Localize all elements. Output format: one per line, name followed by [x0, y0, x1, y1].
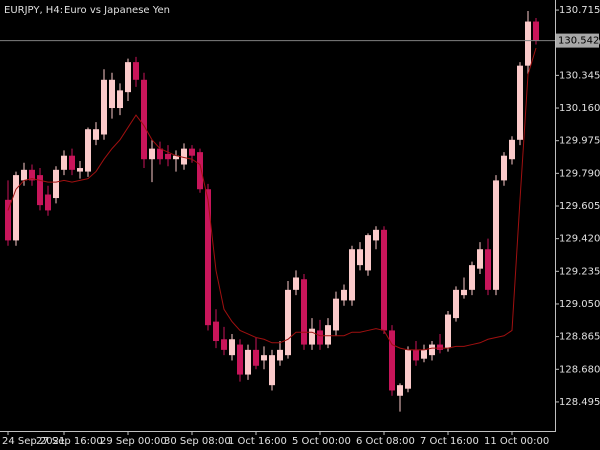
- candle-body: [181, 148, 187, 165]
- candle-body: [373, 229, 379, 241]
- candle-body: [141, 79, 147, 160]
- candle-body: [13, 175, 19, 241]
- candle-body: [365, 235, 371, 271]
- x-tick-label: 24 Sep 2021: [2, 436, 65, 447]
- candle-body: [293, 277, 299, 290]
- chart-title: Euro vs Japanese Yen: [64, 5, 170, 16]
- y-tick-label: 130.715: [559, 5, 600, 16]
- candle-body: [445, 314, 451, 349]
- candle-body: [413, 349, 419, 361]
- y-tick-label: 129.790: [559, 168, 600, 179]
- candle-body: [317, 330, 323, 345]
- candle-body: [421, 349, 427, 359]
- candle-body: [205, 189, 211, 326]
- candle-body: [69, 155, 75, 170]
- candle-body: [109, 79, 115, 109]
- y-tick-label: 129.975: [559, 136, 600, 147]
- candle-body: [133, 62, 139, 80]
- candle-body: [237, 344, 243, 375]
- symbol: EURJPY, H4:: [4, 5, 63, 16]
- candle-body: [429, 344, 435, 356]
- candle-body: [493, 180, 499, 290]
- y-tick-label: 128.495: [559, 397, 600, 408]
- candle-body: [125, 62, 131, 93]
- candle-body: [485, 249, 491, 290]
- x-tick-label: 1 Oct 16:00: [228, 436, 287, 447]
- y-tick-label: 130.345: [559, 70, 600, 81]
- candle-body: [85, 129, 91, 172]
- current-price-label: 130.542: [558, 36, 599, 47]
- y-tick-label: 129.050: [559, 299, 600, 310]
- candle-body: [213, 321, 219, 342]
- y-tick-label: 129.235: [559, 266, 600, 277]
- candle-body: [437, 344, 443, 350]
- x-tick-label: 11 Oct 00:00: [484, 436, 549, 447]
- candle-body: [197, 152, 203, 190]
- candle-body: [381, 229, 387, 331]
- candle-body: [301, 279, 307, 345]
- candle-body: [501, 155, 507, 181]
- x-tick-label: 29 Sep 00:00: [100, 436, 167, 447]
- y-tick-label: 129.420: [559, 234, 600, 245]
- candle-body: [93, 129, 99, 140]
- candle-body: [45, 194, 51, 211]
- candle-body: [325, 325, 331, 345]
- candle-body: [469, 265, 475, 290]
- candle-body: [165, 153, 171, 160]
- candle-body: [285, 289, 291, 356]
- candle-body: [277, 349, 283, 361]
- candle-body: [405, 349, 411, 389]
- candle-body: [77, 168, 83, 172]
- candle-body: [149, 148, 155, 160]
- candle-body: [245, 349, 251, 375]
- candle-body: [157, 148, 163, 160]
- y-tick-label: 129.605: [559, 201, 600, 212]
- candle-body: [221, 339, 227, 350]
- x-tick-label: 6 Oct 08:00: [356, 436, 415, 447]
- candle-body: [261, 355, 267, 361]
- candle-body: [61, 155, 67, 170]
- candle-body: [189, 148, 195, 156]
- x-tick-label: 27 Sep 16:00: [36, 436, 103, 447]
- candle-body: [253, 349, 259, 366]
- candle-body: [525, 21, 531, 66]
- y-tick-label: 130.160: [559, 103, 600, 114]
- candle-body: [357, 249, 363, 266]
- candle-body: [53, 169, 59, 199]
- x-tick-label: 5 Oct 00:00: [292, 436, 351, 447]
- candle-body: [269, 355, 275, 386]
- candle-body: [101, 79, 107, 135]
- moving-average: [7, 47, 537, 351]
- x-tick-label: 30 Sep 08:00: [164, 436, 231, 447]
- candle-body: [341, 289, 347, 301]
- candle-body: [309, 328, 315, 345]
- candle-body: [21, 169, 27, 181]
- candle-body: [349, 249, 355, 301]
- candle-body: [29, 169, 35, 181]
- candle-body: [229, 339, 235, 356]
- candle-body: [173, 155, 179, 160]
- candle-body: [477, 249, 483, 269]
- candle-body: [397, 385, 403, 396]
- candle-body: [509, 139, 515, 160]
- candle-body: [389, 330, 395, 391]
- candle-body: [5, 199, 11, 241]
- candle-body: [517, 65, 523, 140]
- candle-body: [117, 90, 123, 109]
- candle-body: [37, 175, 43, 206]
- candle-body: [333, 298, 339, 331]
- candle-body: [453, 289, 459, 319]
- x-tick-label: 7 Oct 16:00: [420, 436, 479, 447]
- y-tick-label: 128.865: [559, 332, 600, 343]
- candle-body: [461, 289, 467, 296]
- current-price-box: [556, 33, 599, 48]
- y-tick-label: 128.680: [559, 364, 600, 375]
- candle-body: [533, 21, 539, 41]
